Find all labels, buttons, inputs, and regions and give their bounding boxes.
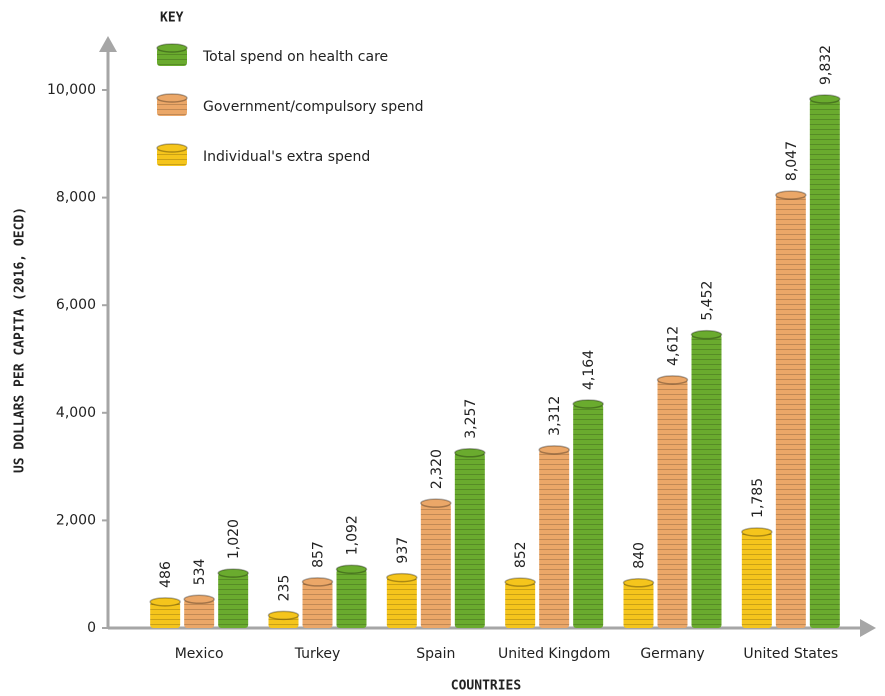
x-tick-label: Spain xyxy=(416,646,455,662)
legend-swatch-cap xyxy=(156,93,188,103)
bar xyxy=(336,569,367,628)
bar-cap xyxy=(622,578,655,588)
y-axis-arrow xyxy=(99,36,117,52)
value-label: 1,092 xyxy=(345,515,361,555)
bar-cap xyxy=(386,572,418,583)
bar-cap xyxy=(656,375,689,385)
y-tick-label: 10,000 xyxy=(47,82,96,98)
bar-cap xyxy=(301,577,334,587)
bar-cap xyxy=(690,329,723,340)
value-label: 840 xyxy=(632,542,648,569)
bar xyxy=(454,452,485,628)
value-label: 235 xyxy=(277,575,293,602)
bar-cap xyxy=(454,448,486,458)
value-label: 937 xyxy=(395,537,411,564)
bar-cap xyxy=(420,498,452,508)
value-label: 852 xyxy=(513,541,529,568)
bar xyxy=(691,334,722,628)
value-label: 4,164 xyxy=(581,350,597,390)
bar xyxy=(420,503,451,628)
x-tick-label: United Kingdom xyxy=(498,646,610,662)
bar-cap xyxy=(183,594,215,605)
bar-cap xyxy=(335,564,368,575)
bar xyxy=(573,403,604,628)
value-label: 9,832 xyxy=(818,45,834,85)
bar-cap xyxy=(809,94,841,104)
value-label: 1,785 xyxy=(750,478,766,518)
bar-cap xyxy=(572,399,604,409)
bar-cap xyxy=(504,577,536,587)
bar xyxy=(623,582,654,628)
y-tick-label: 0 xyxy=(87,620,96,636)
bar-cap xyxy=(775,190,807,200)
value-label: 5,452 xyxy=(700,281,716,321)
bar xyxy=(741,531,772,628)
y-tick-label: 8,000 xyxy=(56,190,96,206)
legend-label: Total spend on health care xyxy=(202,49,388,65)
x-tick-label: Mexico xyxy=(175,646,224,662)
y-tick-label: 6,000 xyxy=(56,297,96,313)
value-label: 2,320 xyxy=(429,449,445,489)
x-tick-label: Germany xyxy=(640,646,704,662)
value-label: 4,612 xyxy=(666,326,682,366)
x-axis-arrow xyxy=(860,619,876,637)
bar xyxy=(386,577,417,628)
value-label: 857 xyxy=(311,541,327,568)
bar xyxy=(809,99,840,629)
bar xyxy=(302,581,333,628)
value-label: 3,257 xyxy=(463,399,479,439)
legend-swatch-cap xyxy=(156,143,188,153)
value-label: 486 xyxy=(158,561,174,588)
bar-cap xyxy=(741,527,773,537)
legend-title: KEY xyxy=(160,11,184,26)
legend-swatch xyxy=(157,48,187,66)
y-axis-label: US DOLLARS PER CAPITA (2016, OECD) xyxy=(13,207,28,473)
bar xyxy=(505,582,536,628)
x-axis-label: COUNTRIES xyxy=(451,679,522,694)
bar xyxy=(184,599,215,628)
bar-cap xyxy=(267,610,300,621)
bar xyxy=(218,573,249,628)
y-tick-label: 4,000 xyxy=(56,405,96,421)
x-tick-label: Turkey xyxy=(294,646,341,662)
bar xyxy=(539,449,570,628)
legend-swatch xyxy=(157,98,187,116)
value-label: 1,020 xyxy=(226,519,242,559)
legend-label: Individual's extra spend xyxy=(203,149,370,165)
bar xyxy=(775,195,806,628)
legend-label: Government/compulsory spend xyxy=(203,99,423,115)
x-tick-label: United States xyxy=(743,646,838,662)
bar xyxy=(150,601,181,628)
value-label: 8,047 xyxy=(784,141,800,181)
value-label: 3,312 xyxy=(547,396,563,436)
legend-swatch xyxy=(157,148,187,166)
value-label: 534 xyxy=(192,558,208,585)
y-tick-label: 2,000 xyxy=(56,512,96,528)
bar-cap xyxy=(149,597,181,607)
bar xyxy=(657,379,688,628)
legend-swatch-cap xyxy=(156,43,188,53)
bar-cap xyxy=(538,445,570,455)
bar-cap xyxy=(217,568,249,578)
